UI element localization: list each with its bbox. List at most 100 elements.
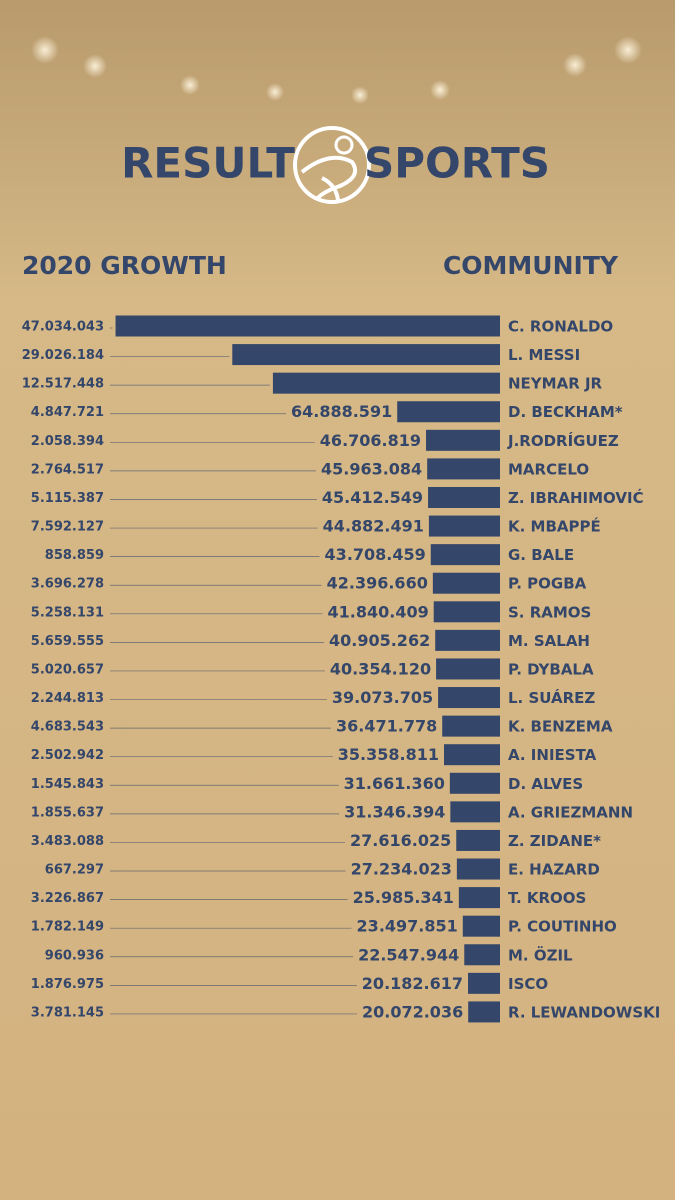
bar [443, 744, 500, 766]
bar [468, 972, 500, 994]
value-label: 46.706.819 [320, 431, 421, 450]
bar [397, 401, 500, 423]
category-label: M. SALAH [508, 632, 590, 650]
category-label: G. BALE [508, 546, 574, 564]
growth-label: 1.876.975 [31, 977, 104, 992]
category-label: J.RODRÍGUEZ [507, 431, 619, 450]
bar [428, 515, 500, 537]
growth-heading: 2020 GROWTH [22, 251, 227, 280]
bar [272, 372, 500, 394]
growth-label: 858.859 [45, 548, 104, 563]
category-label: T. KROOS [508, 889, 586, 907]
growth-label: 1.855.637 [31, 805, 104, 820]
value-label: 242.711.375 [122, 317, 234, 336]
category-label: K. MBAPPÉ [508, 517, 601, 536]
value-label: 45.412.549 [322, 488, 423, 507]
growth-label: 1.782.149 [31, 920, 104, 935]
category-label: P. DYBALA [508, 660, 594, 678]
bar [450, 801, 500, 823]
growth-label: 4.683.543 [31, 720, 104, 735]
growth-label: 5.020.657 [31, 662, 104, 677]
category-label: Z. IBRAHIMOVIĆ [508, 488, 644, 507]
growth-label: 5.115.387 [31, 491, 104, 506]
value-label: 169.009.211 [238, 345, 350, 364]
growth-label: 7.592.127 [31, 520, 104, 535]
value-label: 43.708.459 [325, 545, 426, 564]
bar [449, 772, 500, 794]
value-label: 44.882.491 [323, 517, 424, 536]
bar [115, 315, 501, 337]
value-label: 25.985.341 [353, 888, 454, 907]
growth-label: 2.764.517 [31, 462, 104, 477]
bar [426, 429, 500, 451]
category-label: P. POGBA [508, 575, 587, 593]
growth-label: 5.659.555 [31, 634, 104, 649]
category-label: E. HAZARD [508, 861, 600, 879]
growth-label: 5.258.131 [31, 605, 104, 620]
bar [458, 887, 500, 909]
growth-label: 960.936 [45, 948, 104, 963]
bar [433, 601, 500, 623]
value-label: 45.963.084 [321, 459, 422, 478]
category-label: K. BENZEMA [508, 718, 613, 736]
growth-label: 2.058.394 [31, 434, 104, 449]
growth-label: 1.545.843 [31, 777, 104, 792]
bar [436, 658, 500, 680]
category-label: L. SUÁREZ [508, 688, 595, 707]
value-label: 36.471.778 [336, 717, 437, 736]
bar [456, 829, 500, 851]
growth-label: 2.502.942 [31, 748, 104, 763]
value-label: 20.182.617 [362, 974, 463, 993]
value-label: 31.346.394 [344, 802, 445, 821]
growth-label: 667.297 [45, 863, 104, 878]
bar [435, 629, 500, 651]
value-label: 39.073.705 [332, 688, 433, 707]
value-label: 40.354.120 [330, 659, 431, 678]
brand-left: RESULT [121, 139, 295, 188]
category-label: MARCELO [508, 460, 589, 478]
category-label: R. LEWANDOWSKI [508, 1003, 660, 1021]
category-label: A. INIESTA [508, 746, 597, 764]
growth-label: 3.696.278 [31, 577, 104, 592]
bar [468, 1001, 500, 1023]
logo [293, 126, 371, 204]
growth-label: 3.781.145 [31, 1005, 104, 1020]
category-label: M. ÖZIL [508, 945, 573, 964]
category-label: P. COUTINHO [508, 918, 617, 936]
stadium-lights [31, 36, 642, 104]
bar [427, 458, 500, 480]
community-heading: COMMUNITY [443, 251, 619, 280]
bar [456, 858, 500, 880]
category-label: D. ALVES [508, 775, 583, 793]
growth-label: 47.034.043 [22, 320, 104, 335]
value-label: 27.234.023 [351, 860, 452, 879]
category-label: NEYMAR JR [508, 375, 603, 393]
growth-label: 4.847.721 [31, 405, 104, 420]
value-label: 23.497.851 [357, 917, 458, 936]
category-label: D. BECKHAM* [508, 403, 623, 421]
growth-label: 29.026.184 [22, 348, 104, 363]
bar [438, 687, 500, 709]
bar [428, 486, 500, 508]
value-label: 35.358.811 [338, 745, 439, 764]
category-label: C. RONALDO [508, 318, 613, 336]
value-label: 31.661.360 [344, 774, 445, 793]
growth-label: 2.244.813 [31, 691, 104, 706]
value-label: 27.616.025 [350, 831, 451, 850]
brand-right: SPORTS [364, 139, 550, 188]
value-label: 40.905.262 [329, 631, 430, 650]
growth-label: 3.483.088 [31, 834, 104, 849]
value-label: 41.840.409 [328, 602, 429, 621]
growth-label: 12.517.448 [22, 377, 104, 392]
value-label: 64.888.591 [291, 402, 392, 421]
category-label: S. RAMOS [508, 603, 591, 621]
value-label: 20.072.036 [362, 1002, 463, 1021]
category-label: L. MESSI [508, 346, 580, 364]
bar [232, 344, 500, 366]
bar [442, 715, 500, 737]
growth-label: 3.226.867 [31, 891, 104, 906]
bar [430, 544, 500, 566]
bar [464, 944, 500, 966]
